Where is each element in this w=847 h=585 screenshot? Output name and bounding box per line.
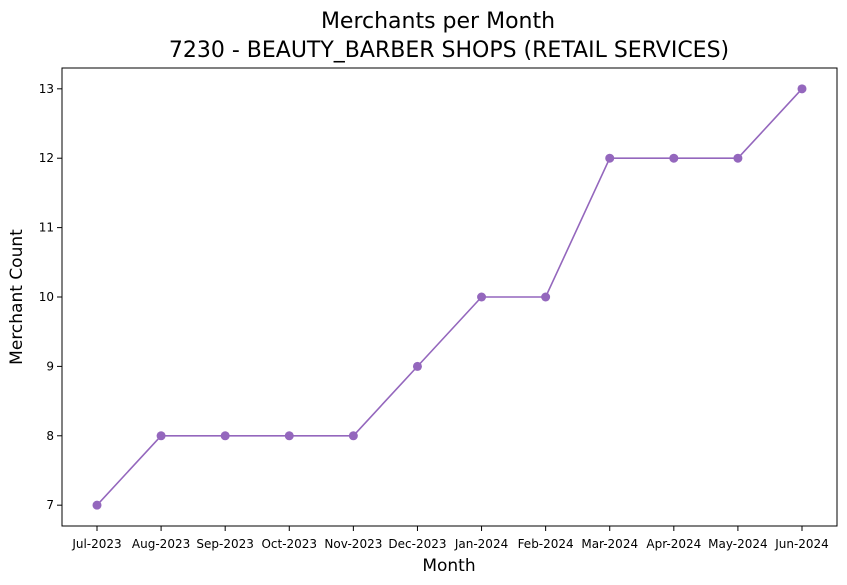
- y-tick-label: 11: [39, 221, 54, 235]
- chart-subtitle: 7230 - BEAUTY_BARBER SHOPS (RETAIL SERVI…: [169, 38, 729, 63]
- data-point: [220, 431, 230, 441]
- x-tick-label: Feb-2024: [518, 537, 574, 551]
- data-point: [797, 84, 807, 94]
- y-axis-label: Merchant Count: [7, 229, 27, 365]
- y-tick-label: 7: [46, 498, 54, 512]
- data-point: [348, 431, 358, 441]
- data-point: [156, 431, 166, 441]
- data-point: [412, 361, 422, 371]
- plot-area: [61, 67, 838, 527]
- data-point: [541, 292, 551, 302]
- y-tick-label: 9: [46, 359, 54, 373]
- y-tick-label: 13: [39, 82, 54, 96]
- y-tick-label: 8: [46, 429, 54, 443]
- data-point: [605, 153, 615, 163]
- x-tick-label: Sep-2023: [196, 537, 254, 551]
- y-tick-label: 10: [39, 290, 54, 304]
- data-point: [669, 153, 679, 163]
- x-tick-label: Apr-2024: [646, 537, 701, 551]
- y-tick-label: 12: [39, 151, 54, 165]
- y-axis: 7 8 9 10 11 12 13: [39, 82, 62, 512]
- series-group: [92, 84, 807, 510]
- x-tick-label: Jul-2023: [71, 537, 121, 551]
- x-tick-label: Dec-2023: [388, 537, 446, 551]
- x-tick-label: Jun-2024: [774, 537, 829, 551]
- series-line: [96, 88, 803, 506]
- chart-title: Merchants per Month: [321, 9, 555, 34]
- x-tick-label: Nov-2023: [324, 537, 382, 551]
- x-tick-label: May-2024: [708, 537, 767, 551]
- x-axis-label: Month: [422, 556, 475, 576]
- x-tick-label: Jan-2024: [454, 537, 508, 551]
- x-tick-label: Mar-2024: [581, 537, 638, 551]
- x-tick-label: Aug-2023: [132, 537, 190, 551]
- data-point: [477, 292, 487, 302]
- data-point: [284, 431, 294, 441]
- data-point: [733, 153, 743, 163]
- x-tick-label: Oct-2023: [261, 537, 317, 551]
- x-axis: Jul-2023 Aug-2023 Sep-2023 Oct-2023 Nov-2023…: [71, 526, 829, 551]
- data-point: [92, 500, 102, 510]
